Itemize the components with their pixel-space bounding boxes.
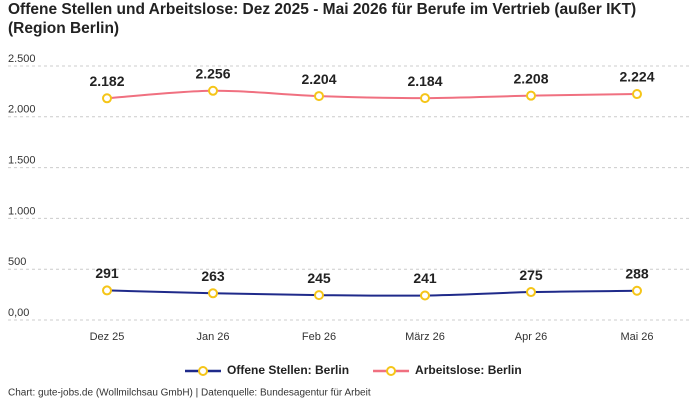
chart-title: Offene Stellen und Arbeitslose: Dez 2025…	[8, 1, 637, 37]
point	[314, 91, 324, 102]
y-tick-label: 1.500	[8, 155, 36, 167]
data-label: 275	[519, 267, 543, 283]
series-line	[106, 89, 638, 100]
legend-label: Offene Stellen: Berlin	[227, 363, 349, 377]
x-tick-label: März 26	[405, 331, 445, 343]
data-label: 241	[413, 270, 437, 286]
data-label: 2.184	[407, 73, 442, 89]
x-tick-label: Apr 26	[515, 331, 547, 343]
point	[632, 89, 642, 100]
data-label: 2.208	[513, 70, 548, 86]
y-tick-label: 500	[8, 256, 26, 268]
point	[526, 90, 536, 101]
point	[314, 290, 324, 301]
x-tick-label: Jan 26	[196, 331, 229, 343]
y-tick-label: 2.000	[8, 104, 36, 116]
point	[102, 93, 112, 104]
x-tick-label: Feb 26	[302, 331, 336, 343]
legend-marker	[386, 366, 397, 376]
legend-marker	[198, 366, 208, 376]
point	[102, 285, 112, 296]
x-tick-label: Dez 25	[90, 331, 125, 343]
point	[632, 285, 642, 296]
data-label: 263	[201, 268, 225, 284]
point	[208, 85, 218, 96]
point	[526, 287, 536, 298]
series-line	[106, 289, 638, 297]
y-tick-label: 1.000	[8, 205, 36, 217]
data-label: 2.224	[619, 69, 654, 85]
data-label: 2.182	[89, 73, 124, 89]
data-label: 2.256	[195, 65, 230, 81]
data-label: 291	[95, 265, 119, 281]
data-label: 2.204	[301, 71, 336, 87]
x-tick-label: Mai 26	[620, 331, 653, 343]
data-label: 288	[625, 265, 649, 281]
y-tick-label: 2.500	[8, 53, 36, 65]
data-label: 245	[307, 270, 331, 286]
point	[208, 288, 218, 299]
title-box: Offene Stellen und Arbeitslose: Dez 2025…	[8, 1, 637, 37]
point	[420, 290, 430, 301]
legend-label: Arbeitslose: Berlin	[415, 363, 522, 377]
point	[420, 93, 430, 104]
y-tick-label: 0,00	[8, 307, 29, 319]
source: Chart: gute-jobs.de (Wollmilchsau GmbH) …	[8, 388, 371, 399]
